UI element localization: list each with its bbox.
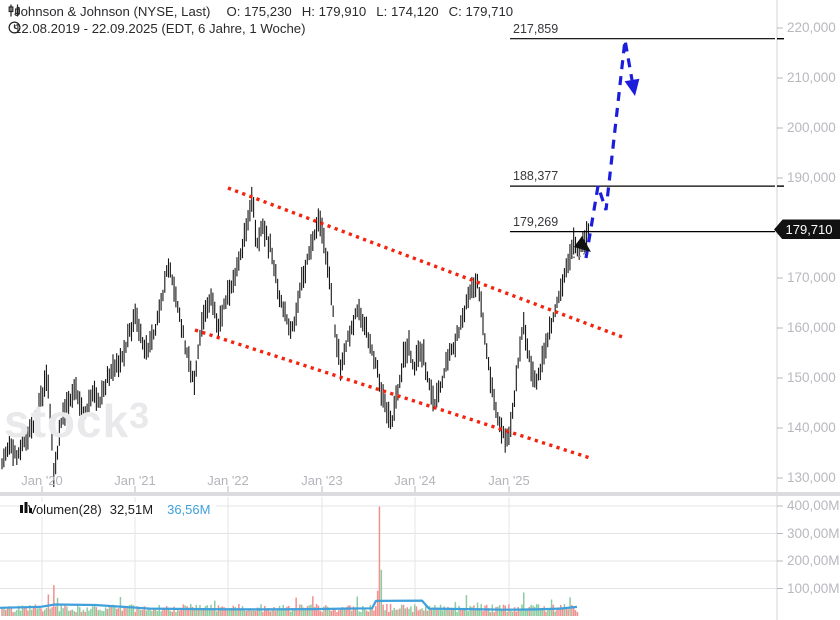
instrument-header: Johnson & Johnson (NYSE, Last) O: 175,23… [8, 4, 513, 19]
x-axis-label: Jan '21 [114, 473, 156, 488]
level-price-label: 188,377 [513, 169, 559, 184]
volume-current-value: 32,51M [109, 502, 154, 517]
date-range-header: 12.08.2019 - 22.09.2025 (EDT, 6 Jahre, 1… [8, 21, 306, 36]
last-price-badge: 179,710 [774, 219, 840, 240]
y-axis-label: 220,000 [787, 20, 836, 35]
y-axis-label: 140,000 [787, 420, 836, 435]
y-axis-label: 170,000 [787, 270, 836, 285]
volume-axis-label: 200,00M [787, 553, 840, 568]
y-axis-label: 190,000 [787, 170, 836, 185]
watermark-text: stock [4, 395, 130, 447]
ohlc-pair: C: 179,710 [448, 4, 514, 19]
x-axis-label: Jan '20 [21, 473, 63, 488]
level-price-label: 179,269 [513, 214, 559, 229]
y-axis-label: 160,000 [787, 320, 836, 335]
ohlc-pair: H: 179,910 [301, 4, 367, 19]
x-axis-label: Jan '23 [301, 473, 343, 488]
y-axis-label: 210,000 [787, 70, 836, 85]
ohlc-pair: L: 174,120 [376, 4, 439, 19]
ohlc-pair: O: 175,230 [226, 4, 292, 19]
y-axis-label: 130,000 [787, 470, 836, 485]
volume-axis-label: 300,00M [787, 525, 840, 541]
watermark-logo: stock3 [4, 395, 151, 447]
instrument-name[interactable]: Johnson & Johnson (NYSE, Last) [14, 4, 211, 19]
watermark-sup: 3 [129, 395, 151, 436]
y-axis-label: 200,000 [787, 120, 836, 135]
level-price-label: 217,859 [513, 21, 559, 36]
pane-splitter[interactable] [0, 492, 840, 496]
volume-axis-label: 400,00M [787, 498, 840, 513]
x-axis-label: Jan '24 [394, 473, 436, 488]
x-axis-label: Jan '25 [488, 473, 530, 488]
last-price-value: 179,710 [785, 221, 833, 237]
volume-indicator-name: Volumen(28) [28, 502, 102, 517]
date-range-text[interactable]: 12.08.2019 - 22.09.2025 (EDT, 6 Jahre, 1… [14, 21, 306, 36]
volume-ma-value: 36,56M [167, 502, 211, 517]
volume-axis-label: 100,00M [787, 580, 840, 596]
ohlc-values: O: 175,230 H: 179,910 L: 174,120 C: 179,710 [216, 4, 513, 19]
x-axis-label: Jan '22 [207, 473, 249, 488]
volume-indicator-legend[interactable]: Volumen(28) 32,51M 36,56M [20, 502, 217, 517]
y-axis-label: 150,000 [787, 370, 836, 385]
